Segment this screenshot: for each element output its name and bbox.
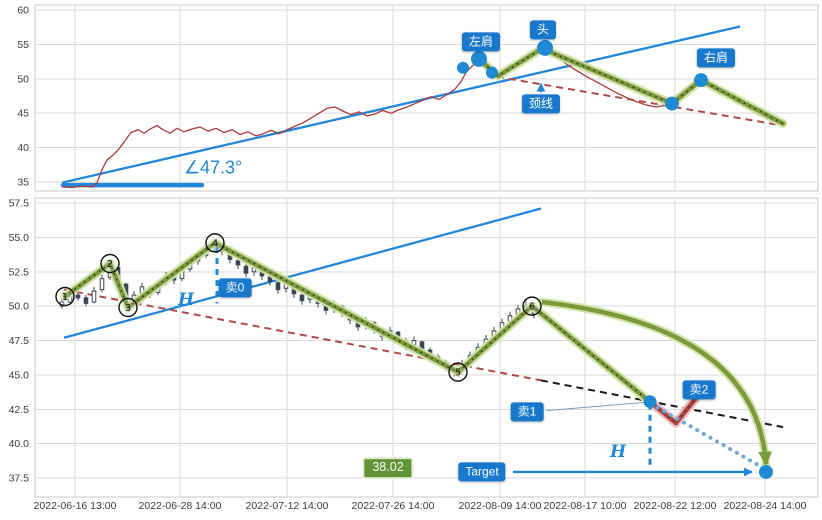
- pivot-number: 1: [62, 292, 68, 303]
- candle-body: [243, 265, 249, 274]
- candle-body: [267, 276, 273, 282]
- sell1-pointer: [545, 401, 646, 412]
- y-axis-label: 45: [17, 108, 29, 120]
- y-axis-label: 35: [17, 177, 29, 189]
- y-axis-label: 55: [17, 39, 29, 51]
- pivot-circle: [205, 233, 225, 253]
- pivot-number: 2: [107, 259, 113, 270]
- downtrend-line-red: [63, 288, 542, 382]
- y-axis-label: 52.5: [9, 266, 30, 278]
- candle-body: [299, 294, 305, 302]
- candle-body: [83, 297, 89, 304]
- candle-body: [275, 282, 281, 291]
- y-axis-label: 60: [17, 5, 29, 17]
- y-axis-label: 40.0: [9, 438, 30, 450]
- zigzag-path-dots: [64, 242, 651, 403]
- x-axis-label: 2022-08-09 14:00: [459, 500, 542, 512]
- y-axis-label: 45.0: [9, 369, 30, 381]
- x-axis-label: 2022-08-24 14:00: [724, 500, 807, 512]
- pivot-circle: [100, 253, 120, 274]
- candle-body: [99, 278, 105, 291]
- pivot-circle: [448, 362, 468, 382]
- pivot-number: 3: [125, 303, 131, 314]
- x-axis-label: 2022-06-28 14:00: [139, 500, 222, 512]
- x-axis-label: 2022-08-17 10:00: [544, 500, 627, 512]
- y-axis-label: 50: [17, 73, 29, 85]
- downtrend-line-black: [540, 379, 784, 429]
- pivot-number: 6: [529, 302, 535, 313]
- projection-arc: [541, 299, 773, 466]
- pivot-dot: [486, 66, 498, 79]
- uptrend-line: [63, 207, 542, 339]
- price-line: [61, 48, 783, 189]
- candle-body: [75, 294, 81, 299]
- pivot-circle: [55, 286, 75, 307]
- y-axis-label: 42.5: [9, 404, 30, 416]
- x-axis-label: 2022-08-22 12:00: [634, 500, 717, 512]
- signal-dot: [759, 464, 773, 479]
- measured-move-line: [649, 401, 766, 471]
- x-axis-label: 2022-07-26 14:00: [352, 500, 435, 512]
- pivot-number: 4: [212, 238, 218, 249]
- x-axis-label: 2022-07-12 14:00: [246, 500, 329, 512]
- y-axis-label: 37.5: [9, 473, 30, 485]
- y-axis-label: 57.5: [9, 198, 30, 210]
- pivot-dot: [537, 39, 553, 56]
- y-axis-label: 40: [17, 142, 29, 154]
- y-axis-label: 47.5: [9, 335, 30, 347]
- pivot-dot: [457, 61, 469, 74]
- pivot-circle: [522, 296, 542, 316]
- x-axis-label: 2022-06-16 13:00: [34, 500, 117, 512]
- candle-body: [91, 290, 97, 303]
- pivot-circle: [118, 297, 138, 318]
- pivot-dot: [471, 50, 487, 67]
- candle-body: [235, 260, 241, 266]
- y-axis-label: 50.0: [9, 301, 30, 313]
- uptrend-line: [61, 25, 741, 184]
- signal-dot: [643, 395, 657, 409]
- y-axis-label: 55.0: [9, 232, 30, 244]
- pivot-dot: [665, 96, 679, 111]
- pivot-number: 5: [455, 368, 461, 379]
- pivot-dot: [694, 73, 708, 88]
